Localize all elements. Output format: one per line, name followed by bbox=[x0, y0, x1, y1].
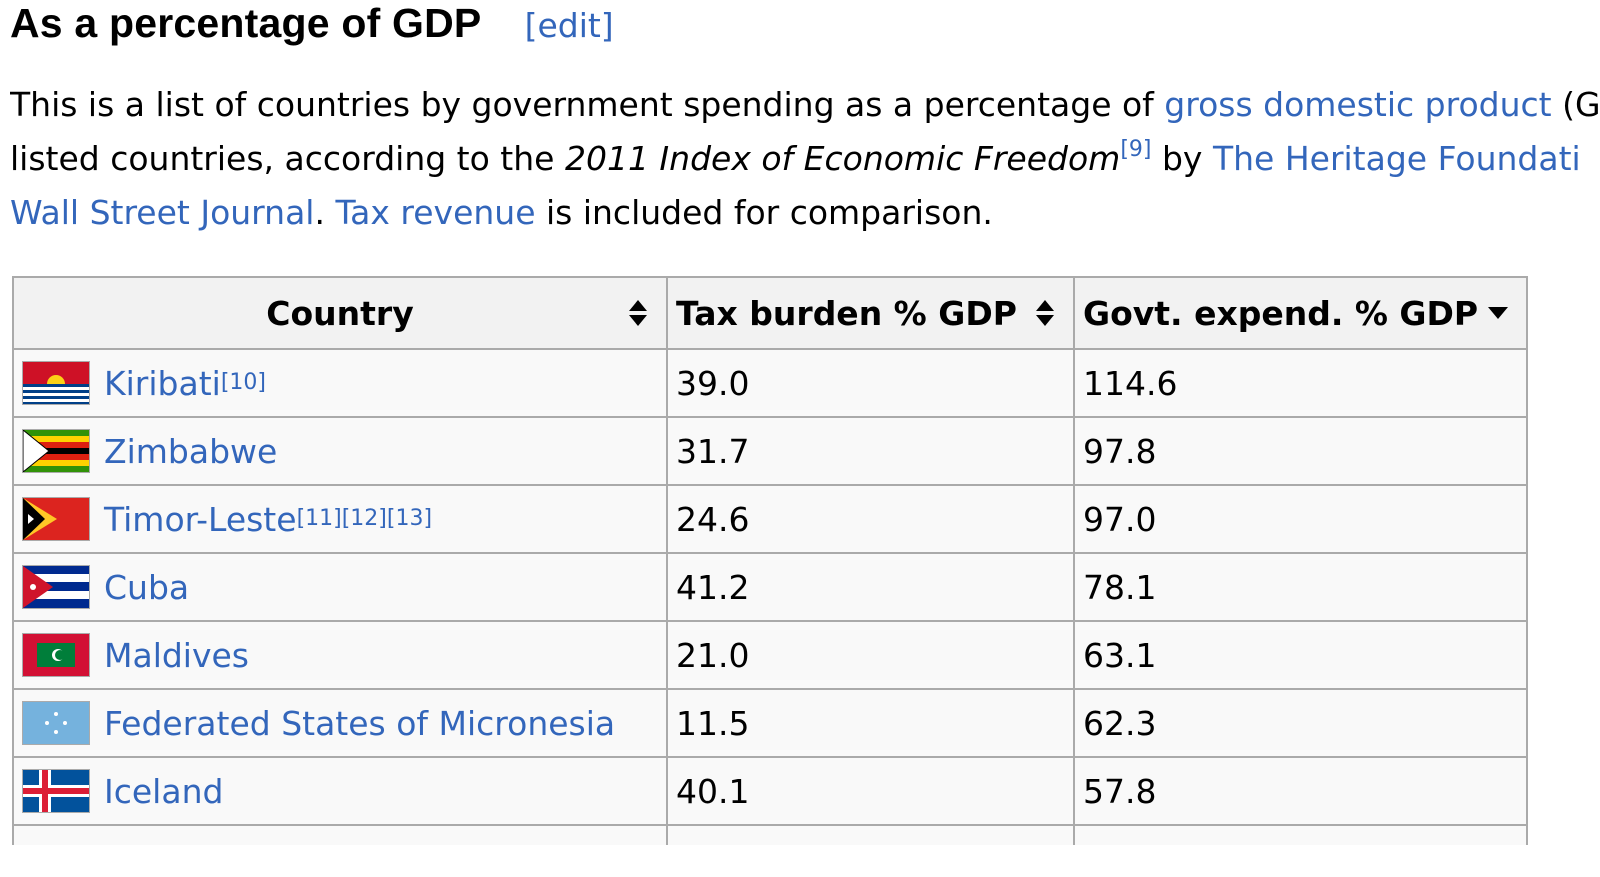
citation-link[interactable]: [9] bbox=[1120, 137, 1152, 162]
tax-cell: 21.0 bbox=[666, 620, 1075, 690]
iceland-flag-icon bbox=[22, 769, 90, 813]
country-link[interactable]: Federated States of Micronesia bbox=[104, 703, 616, 743]
spending-table: Country Tax burden % GDP Govt. expend. %… bbox=[12, 276, 1528, 845]
tax-cell: 11.5 bbox=[666, 688, 1075, 758]
citation-link[interactable]: [11][12][13] bbox=[296, 506, 433, 531]
table-row: Federated States of Micronesia 11.5 62.3 bbox=[12, 688, 1528, 758]
table-header-row: Country Tax burden % GDP Govt. expend. %… bbox=[12, 276, 1528, 350]
intro-text: This is a list of countries by governmen… bbox=[10, 85, 1165, 124]
tax-cell: 31.7 bbox=[666, 416, 1075, 486]
heritage-foundation-link[interactable]: The Heritage Foundati bbox=[1212, 139, 1581, 178]
zimbabwe-flag-icon bbox=[22, 429, 90, 473]
govt-cell: 62.3 bbox=[1073, 688, 1528, 758]
cuba-flag-icon bbox=[22, 565, 90, 609]
country-link[interactable]: Cuba bbox=[104, 567, 190, 607]
govt-cell: 57.8 bbox=[1073, 756, 1528, 826]
govt-cell: 114.6 bbox=[1073, 348, 1528, 418]
table-row: Zimbabwe 31.7 97.8 bbox=[12, 416, 1528, 486]
country-cell: Zimbabwe bbox=[12, 416, 668, 486]
intro-text: listed countries, according to the bbox=[10, 139, 565, 178]
maldives-flag-icon bbox=[22, 633, 90, 677]
tax-revenue-link[interactable]: Tax revenue bbox=[335, 193, 536, 232]
intro-line-1: This is a list of countries by governmen… bbox=[10, 78, 1600, 132]
table-row: Kiribati [10] 39.0 114.6 bbox=[12, 348, 1528, 418]
country-column-header[interactable]: Country bbox=[12, 276, 668, 350]
country-cell bbox=[12, 824, 668, 845]
table-row-partial bbox=[12, 824, 1528, 845]
section-title: As a percentage of GDP bbox=[10, 0, 482, 46]
country-cell: Federated States of Micronesia bbox=[12, 688, 668, 758]
country-link[interactable]: Zimbabwe bbox=[104, 431, 278, 471]
tax-cell: 24.6 bbox=[666, 484, 1075, 554]
table-row: Maldives 21.0 63.1 bbox=[12, 620, 1528, 690]
tax-cell: 40.1 bbox=[666, 756, 1075, 826]
index-title: 2011 Index of Economic Freedom bbox=[564, 139, 1121, 178]
tax-cell bbox=[666, 824, 1075, 845]
wsj-link[interactable]: Wall Street Journal bbox=[10, 193, 315, 232]
country-link[interactable]: Timor-Leste bbox=[104, 499, 297, 539]
govt-cell: 97.8 bbox=[1073, 416, 1528, 486]
country-cell: Iceland bbox=[12, 756, 668, 826]
country-link[interactable]: Iceland bbox=[104, 771, 224, 811]
country-cell: Maldives bbox=[12, 620, 668, 690]
tax-cell: 39.0 bbox=[666, 348, 1075, 418]
govt-header-label: Govt. expend. % GDP bbox=[1083, 293, 1479, 333]
govt-cell: 63.1 bbox=[1073, 620, 1528, 690]
country-cell: Cuba bbox=[12, 552, 668, 622]
edit-link[interactable]: [edit] bbox=[524, 6, 614, 45]
micronesia-flag-icon bbox=[22, 701, 90, 745]
edit-section-link[interactable]: [edit] bbox=[525, 6, 614, 45]
intro-line-3: Wall Street Journal. Tax revenue is incl… bbox=[10, 186, 1600, 240]
country-header-label: Country bbox=[266, 293, 414, 333]
intro-paragraph: This is a list of countries by governmen… bbox=[10, 78, 1600, 240]
govt-cell: 97.0 bbox=[1073, 484, 1528, 554]
table-row: Iceland 40.1 57.8 bbox=[12, 756, 1528, 826]
tax-cell: 41.2 bbox=[666, 552, 1075, 622]
table-row: Timor-Leste [11][12][13] 24.6 97.0 bbox=[12, 484, 1528, 554]
citation-link[interactable]: [10] bbox=[220, 370, 266, 395]
tax-column-header[interactable]: Tax burden % GDP bbox=[666, 276, 1075, 350]
govt-cell: 78.1 bbox=[1073, 552, 1528, 622]
kiribati-flag-icon bbox=[22, 361, 90, 405]
country-cell: Kiribati [10] bbox=[12, 348, 668, 418]
intro-text: by bbox=[1151, 139, 1213, 178]
table-row: Cuba 41.2 78.1 bbox=[12, 552, 1528, 622]
table-body: Kiribati [10] 39.0 114.6 Zimbabwe 31.7 bbox=[12, 348, 1528, 845]
country-cell: Timor-Leste [11][12][13] bbox=[12, 484, 668, 554]
country-link[interactable]: Kiribati bbox=[104, 363, 221, 403]
gdp-link[interactable]: gross domestic product bbox=[1164, 85, 1552, 124]
country-link[interactable]: Maldives bbox=[104, 635, 250, 675]
sort-both-icon[interactable] bbox=[628, 298, 648, 328]
sort-both-icon[interactable] bbox=[1035, 298, 1055, 328]
govt-column-header[interactable]: Govt. expend. % GDP bbox=[1073, 276, 1528, 350]
sort-descending-icon[interactable] bbox=[1488, 306, 1508, 320]
tax-header-label: Tax burden % GDP bbox=[676, 293, 1017, 333]
timor-leste-flag-icon bbox=[22, 497, 90, 541]
intro-text: . bbox=[314, 193, 336, 232]
intro-text: is included for comparison. bbox=[535, 193, 993, 232]
govt-cell bbox=[1073, 824, 1528, 845]
intro-text: (G bbox=[1551, 85, 1600, 124]
intro-line-2: listed countries, according to the 2011 … bbox=[10, 132, 1600, 186]
section-heading: As a percentage of GDP [edit] bbox=[10, 0, 614, 50]
